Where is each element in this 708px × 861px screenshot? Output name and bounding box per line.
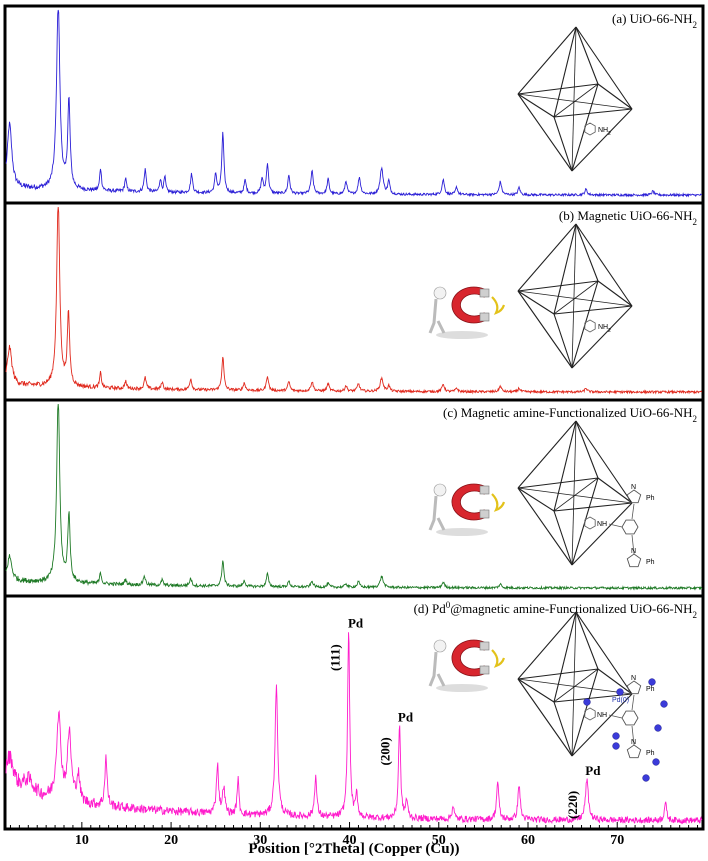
pd-nanoparticle-icon	[612, 732, 620, 740]
pd-peak-label: Pd	[398, 709, 414, 724]
x-axis-label: Position [°2Theta] (Copper (Cu))	[248, 841, 459, 857]
nitrogen-label: N	[631, 675, 636, 682]
panel-title-a: (a) UiO-66-NH2	[612, 11, 697, 30]
pd-nanoparticle-icon	[648, 678, 656, 686]
tetrazole-ring-icon	[626, 744, 642, 759]
phenyl-label: Ph	[646, 750, 655, 757]
miller-index-label: (111)	[328, 644, 343, 671]
phenyl-label: Ph	[646, 495, 655, 502]
panel-title-d: (d) Pd0@magnetic amine-Functionalized Ui…	[414, 600, 697, 620]
tetrazole-ring-icon	[626, 489, 642, 504]
x-tick-label: 30	[253, 833, 267, 848]
miller-index-label: (220)	[565, 791, 580, 819]
panel-a: (a) UiO-66-NH2 NH2	[3, 4, 705, 205]
pd-nanoparticle-icon	[616, 688, 624, 696]
panel-title-b: (b) Magnetic UiO-66-NH2	[559, 208, 697, 227]
x-tick-label: 50	[432, 833, 446, 848]
octahedron-icon: NH Ph N Ph N	[517, 420, 655, 568]
phenyl-label: Ph	[646, 559, 655, 566]
panel-frame	[3, 398, 705, 598]
x-tick-label: 20	[164, 833, 178, 848]
triazine-ring-icon	[621, 710, 639, 726]
benzene-ring-icon	[584, 516, 596, 530]
series-line-a	[5, 9, 703, 198]
panel-c: (c) Magnetic amine-Functionalized UiO-66…	[3, 398, 705, 598]
pd-peak-label: Pd	[348, 616, 364, 631]
series-line-b	[5, 206, 703, 395]
octahedron-icon: NH2	[517, 223, 633, 369]
x-tick-label: 60	[521, 833, 535, 848]
tetrazole-ring-icon	[626, 680, 642, 695]
nitrogen-label: N	[631, 739, 636, 746]
phenyl-label: Ph	[646, 686, 655, 693]
benzene-ring-icon	[584, 319, 596, 333]
nh-label: NH	[597, 712, 607, 719]
x-tick-label: 40	[343, 833, 357, 848]
magnet-icon	[428, 483, 506, 536]
x-tick-label: 70	[610, 833, 624, 848]
nitrogen-label: N	[631, 548, 636, 555]
tetrazole-ring-icon	[626, 553, 642, 568]
series-line-d	[5, 632, 703, 825]
magnet-icon	[428, 639, 506, 692]
panel-b: (b) Magnetic UiO-66-NH2 NH2	[3, 201, 705, 402]
panel-title-c: (c) Magnetic amine-Functionalized UiO-66…	[443, 405, 697, 424]
x-tick-label: 10	[75, 833, 89, 848]
panel-d: (d) Pd0@magnetic amine-Functionalized Ui…	[3, 594, 705, 831]
x-axis: 10 20 30 40 50 60 70	[9, 822, 699, 848]
pd-nanoparticle-icon	[654, 724, 662, 732]
amine-label: NH2	[598, 324, 611, 334]
series-line-c	[5, 403, 703, 591]
miller-index-label: (200)	[378, 737, 393, 765]
pd0-label: Pd(0)	[612, 697, 629, 704]
magnet-icon	[428, 286, 506, 339]
nh-label: NH	[597, 521, 607, 528]
pd-peak-label: Pd	[585, 763, 601, 778]
pd-nanoparticle-icon	[583, 698, 591, 706]
nitrogen-label: N	[631, 484, 636, 491]
triazine-ring-icon	[621, 519, 639, 535]
pd-nanoparticle-icon	[652, 758, 660, 766]
benzene-ring-icon	[584, 122, 596, 136]
pd-nanoparticle-icon	[660, 700, 668, 708]
octahedron-icon: NH Ph N Ph N Pd(0)	[517, 611, 668, 782]
benzene-ring-icon	[584, 707, 596, 721]
octahedron-icon: NH2	[517, 26, 633, 172]
pd-nanoparticle-icon	[642, 774, 650, 782]
amine-label: NH2	[598, 127, 611, 137]
pd-nanoparticle-icon	[612, 742, 620, 750]
panel-frame	[3, 594, 705, 831]
